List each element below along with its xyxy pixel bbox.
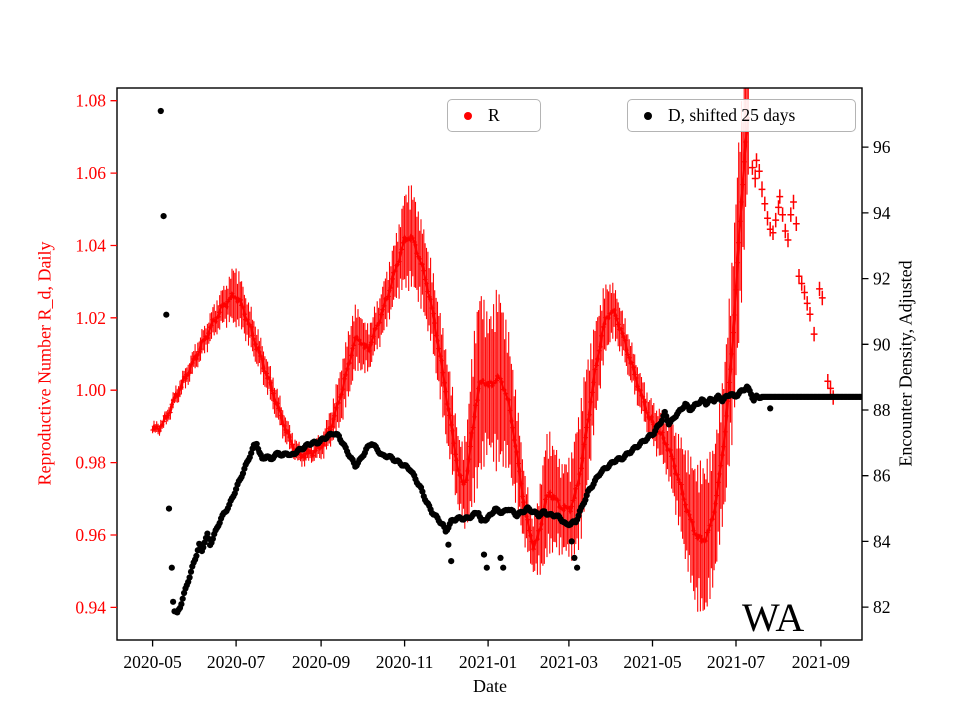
right-tick-label: 90 bbox=[873, 334, 891, 354]
left-tick-label: 0.96 bbox=[75, 525, 106, 545]
left-tick-labels: 0.94 0.96 0.98 1.00 1.02 1.04 1.06 1.08 bbox=[75, 91, 106, 618]
left-tick-label: 0.94 bbox=[75, 597, 106, 617]
legend-r-box: R bbox=[447, 99, 541, 132]
x-axis-title: Date bbox=[473, 676, 507, 696]
x-tick-label: 2020-09 bbox=[292, 652, 351, 672]
right-tick-labels: 82 84 86 88 90 92 94 96 bbox=[873, 137, 891, 617]
x-tick-label: 2020-05 bbox=[123, 652, 182, 672]
left-tick-label: 0.98 bbox=[75, 453, 106, 473]
left-tick-label: 1.00 bbox=[75, 380, 106, 400]
x-ticks bbox=[151, 640, 822, 647]
left-axis-title: Reproductive Number R_d, Daily bbox=[34, 241, 55, 486]
r-series-marker-icon bbox=[464, 111, 472, 120]
left-tick-label: 1.08 bbox=[75, 91, 106, 111]
right-tick-label: 86 bbox=[873, 466, 891, 486]
x-tick-label: 2020-11 bbox=[376, 652, 434, 672]
right-tick-label: 84 bbox=[873, 531, 891, 551]
x-tick-label: 2021-07 bbox=[707, 652, 766, 672]
legend-d-label: D, shifted 25 days bbox=[668, 105, 796, 125]
legend-r-label: R bbox=[488, 105, 500, 125]
left-tick-label: 1.06 bbox=[75, 163, 106, 183]
right-tick-label: 96 bbox=[873, 137, 891, 157]
right-axis-title: Encounter Density, Adjusted bbox=[895, 260, 916, 467]
right-tick-label: 88 bbox=[873, 400, 891, 420]
left-ticks bbox=[110, 100, 117, 609]
legend-d-box: D, shifted 25 days bbox=[627, 99, 856, 132]
d-series-marker-icon bbox=[644, 111, 652, 120]
x-tick-label: 2021-09 bbox=[792, 652, 851, 672]
r-series bbox=[150, 88, 837, 612]
x-tick-label: 2020-07 bbox=[207, 652, 266, 672]
x-tick-label: 2021-01 bbox=[459, 652, 517, 672]
state-annotation: WA bbox=[742, 595, 805, 640]
d-series bbox=[157, 107, 862, 616]
right-ticks bbox=[862, 146, 869, 608]
right-tick-label: 82 bbox=[873, 597, 891, 617]
right-tick-label: 92 bbox=[873, 269, 891, 289]
left-tick-label: 1.02 bbox=[75, 308, 106, 328]
x-tick-labels: 2020-05 2020-07 2020-09 2020-11 2021-01 2021-… bbox=[123, 652, 850, 672]
axes-frame bbox=[116, 87, 863, 641]
x-tick-label: 2021-05 bbox=[623, 652, 682, 672]
x-tick-label: 2021-03 bbox=[540, 652, 599, 672]
right-tick-label: 94 bbox=[873, 203, 891, 223]
left-tick-label: 1.04 bbox=[75, 236, 106, 256]
